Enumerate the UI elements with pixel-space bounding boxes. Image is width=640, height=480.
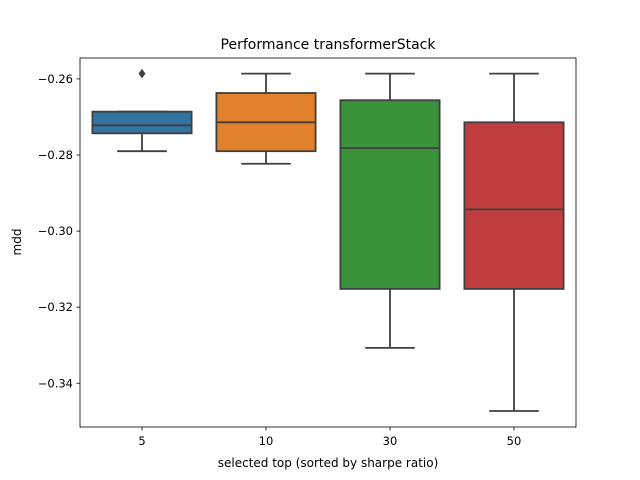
plot-area (91, 68, 565, 412)
x-tick-label: 50 (507, 434, 522, 448)
box-group-10 (215, 72, 317, 165)
y-tick-label: −0.32 (38, 300, 73, 314)
y-tick-label: −0.30 (38, 224, 73, 238)
y-tick-label: −0.28 (38, 148, 73, 162)
chart-title: Performance transformerStack (221, 37, 437, 53)
box-50 (463, 121, 565, 290)
x-axis-label: selected top (sorted by sharpe ratio) (218, 456, 439, 470)
x-tick-label: 30 (383, 434, 398, 448)
axes-frame (79, 57, 577, 428)
y-axis-ticks: −0.34 −0.32 −0.30 −0.28 −0.26 (38, 72, 80, 390)
box-5 (91, 110, 193, 135)
box-group-5 (91, 68, 193, 153)
box-group-50 (463, 72, 565, 412)
x-tick-label: 5 (138, 434, 145, 448)
box-30 (339, 99, 441, 290)
y-axis-label: mdd (10, 229, 24, 256)
box-group-30 (339, 72, 441, 349)
y-tick-label: −0.34 (38, 376, 73, 390)
y-tick-label: −0.26 (38, 72, 73, 86)
outlier-point (138, 68, 146, 79)
x-axis-ticks: 5 10 30 50 (138, 427, 521, 448)
x-tick-label: 10 (259, 434, 274, 448)
